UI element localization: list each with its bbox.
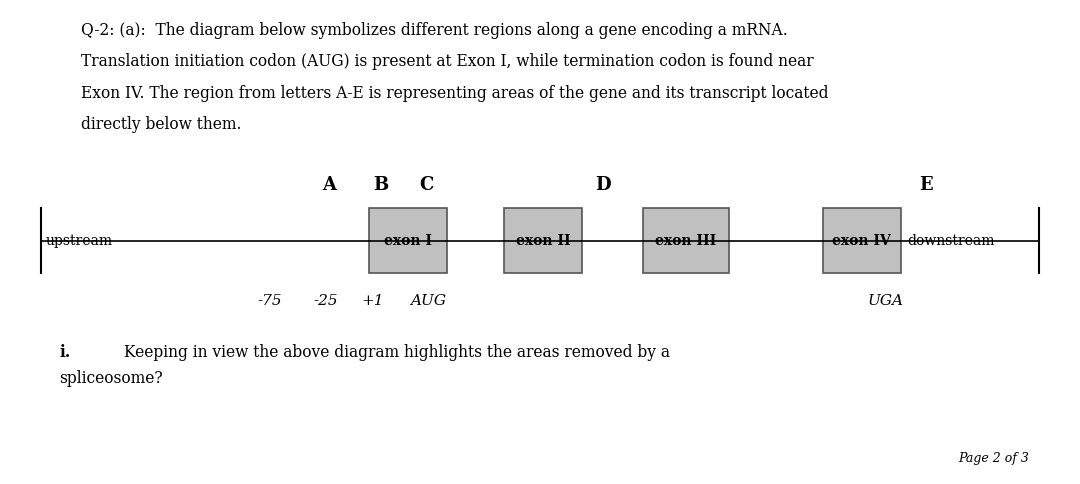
Text: Exon IV. The region from letters A-E is representing areas of the gene and its t: Exon IV. The region from letters A-E is … <box>81 85 828 102</box>
Text: A: A <box>323 176 336 194</box>
Text: B: B <box>374 176 389 194</box>
FancyBboxPatch shape <box>504 208 582 273</box>
Text: Translation initiation codon (AUG) is present at Exon I, while termination codon: Translation initiation codon (AUG) is pr… <box>81 53 813 70</box>
Text: Page 2 of 3: Page 2 of 3 <box>958 452 1029 465</box>
FancyBboxPatch shape <box>823 208 901 273</box>
Text: downstream: downstream <box>907 234 995 248</box>
Text: D: D <box>595 176 610 194</box>
FancyBboxPatch shape <box>643 208 729 273</box>
Text: -75: -75 <box>258 294 282 308</box>
Text: directly below them.: directly below them. <box>81 116 242 133</box>
FancyBboxPatch shape <box>369 208 447 273</box>
Text: Keeping in view the above diagram highlights the areas removed by a: Keeping in view the above diagram highli… <box>124 344 671 361</box>
Text: C: C <box>419 176 434 194</box>
Text: upstream: upstream <box>45 234 112 248</box>
Text: spliceosome?: spliceosome? <box>59 370 163 387</box>
Text: AUG: AUG <box>409 294 446 308</box>
Text: i.: i. <box>59 344 70 361</box>
Text: +1: +1 <box>362 294 383 308</box>
Text: Q-2: (a):  The diagram below symbolizes different regions along a gene encoding : Q-2: (a): The diagram below symbolizes d… <box>81 22 787 39</box>
Text: exon III: exon III <box>656 234 716 248</box>
Text: exon II: exon II <box>516 234 570 248</box>
Text: exon I: exon I <box>384 234 432 248</box>
Text: E: E <box>919 176 932 194</box>
Text: -25: -25 <box>314 294 338 308</box>
Text: exon IV: exon IV <box>833 234 891 248</box>
Text: UGA: UGA <box>867 294 904 308</box>
